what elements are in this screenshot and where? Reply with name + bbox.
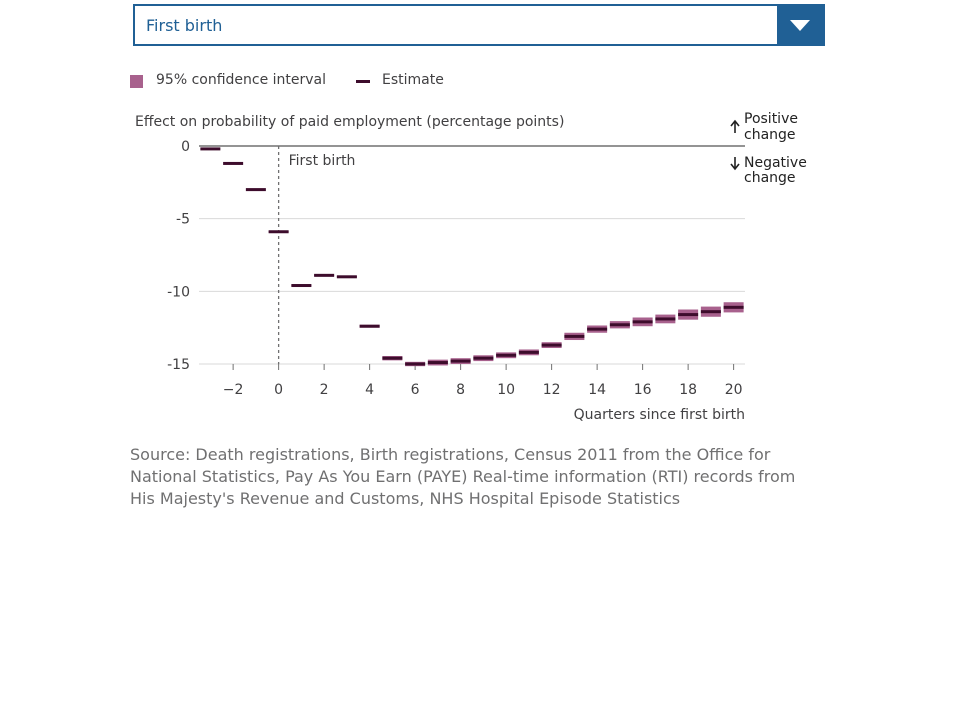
estimate-marker [496,353,517,357]
estimate-marker [473,356,494,360]
estimate-marker [245,188,266,192]
x-tick-label: 6 [411,382,420,398]
legend-ci-label: 95% confidence interval [156,72,327,88]
estimate-marker [382,356,403,360]
x-tick-label: 10 [497,382,515,398]
estimate-marker [223,161,244,165]
estimate-marker [336,275,357,279]
legend-estimate-label: Estimate [382,72,444,88]
estimate-marker [268,230,289,234]
y-tick-label: -10 [167,284,190,300]
positive-change-line2: change [744,127,796,143]
y-tick-label: -15 [167,357,190,373]
arrow-down-icon [730,157,740,171]
first-birth-label: First birth [289,153,356,169]
estimate-marker [405,362,426,366]
estimate-marker [541,343,562,347]
estimate-marker [587,327,608,331]
estimate-marker [700,310,721,314]
x-tick-label: 4 [365,382,374,398]
y-tick-label: -5 [176,212,190,228]
estimate-marker [678,313,699,317]
estimate-marker [564,334,585,338]
estimate-marker [291,284,312,288]
x-tick-label: 16 [634,382,652,398]
x-tick-label: 18 [679,382,697,398]
chevron-down-icon [790,20,810,31]
x-tick-label: 0 [274,382,283,398]
x-tick-label: 2 [320,382,329,398]
x-tick-label: 14 [588,382,606,398]
event-select-value: First birth [146,16,223,35]
chart: Effect on probability of paid employment… [135,111,807,423]
x-axis-label: Quarters since first birth [574,407,745,423]
dropdown-toggle-button[interactable] [777,6,823,44]
x-tick-label: 12 [543,382,561,398]
x-tick-label: 8 [456,382,465,398]
ci-swatch-icon [130,75,143,88]
positive-change-annotation: Positive change [730,111,798,143]
negative-change-annotation: Negative change [730,155,807,186]
estimate-marker [200,147,221,151]
positive-change-line1: Positive [744,111,798,127]
estimate-marker [450,359,471,363]
negative-change-line1: Negative [744,155,807,171]
estimate-marker [314,273,335,277]
y-tick-label: 0 [181,139,190,155]
estimate-marker [427,361,448,365]
arrow-up-icon [730,119,740,133]
estimate-marker [359,324,380,328]
estimate-marker [609,323,630,327]
estimate-marker [518,350,539,354]
source-note: Source: Death registrations, Birth regis… [130,445,796,508]
x-tick-label: 20 [725,382,743,398]
x-tick-label: −2 [223,382,244,398]
negative-change-line2: change [744,170,796,186]
estimate-marker [632,320,653,324]
y-axis-label: Effect on probability of paid employment… [135,114,564,130]
estimate-marker [723,305,744,309]
estimate-line-icon [356,80,370,83]
event-select[interactable]: First birth [133,4,825,46]
estimate-marker [655,317,676,321]
